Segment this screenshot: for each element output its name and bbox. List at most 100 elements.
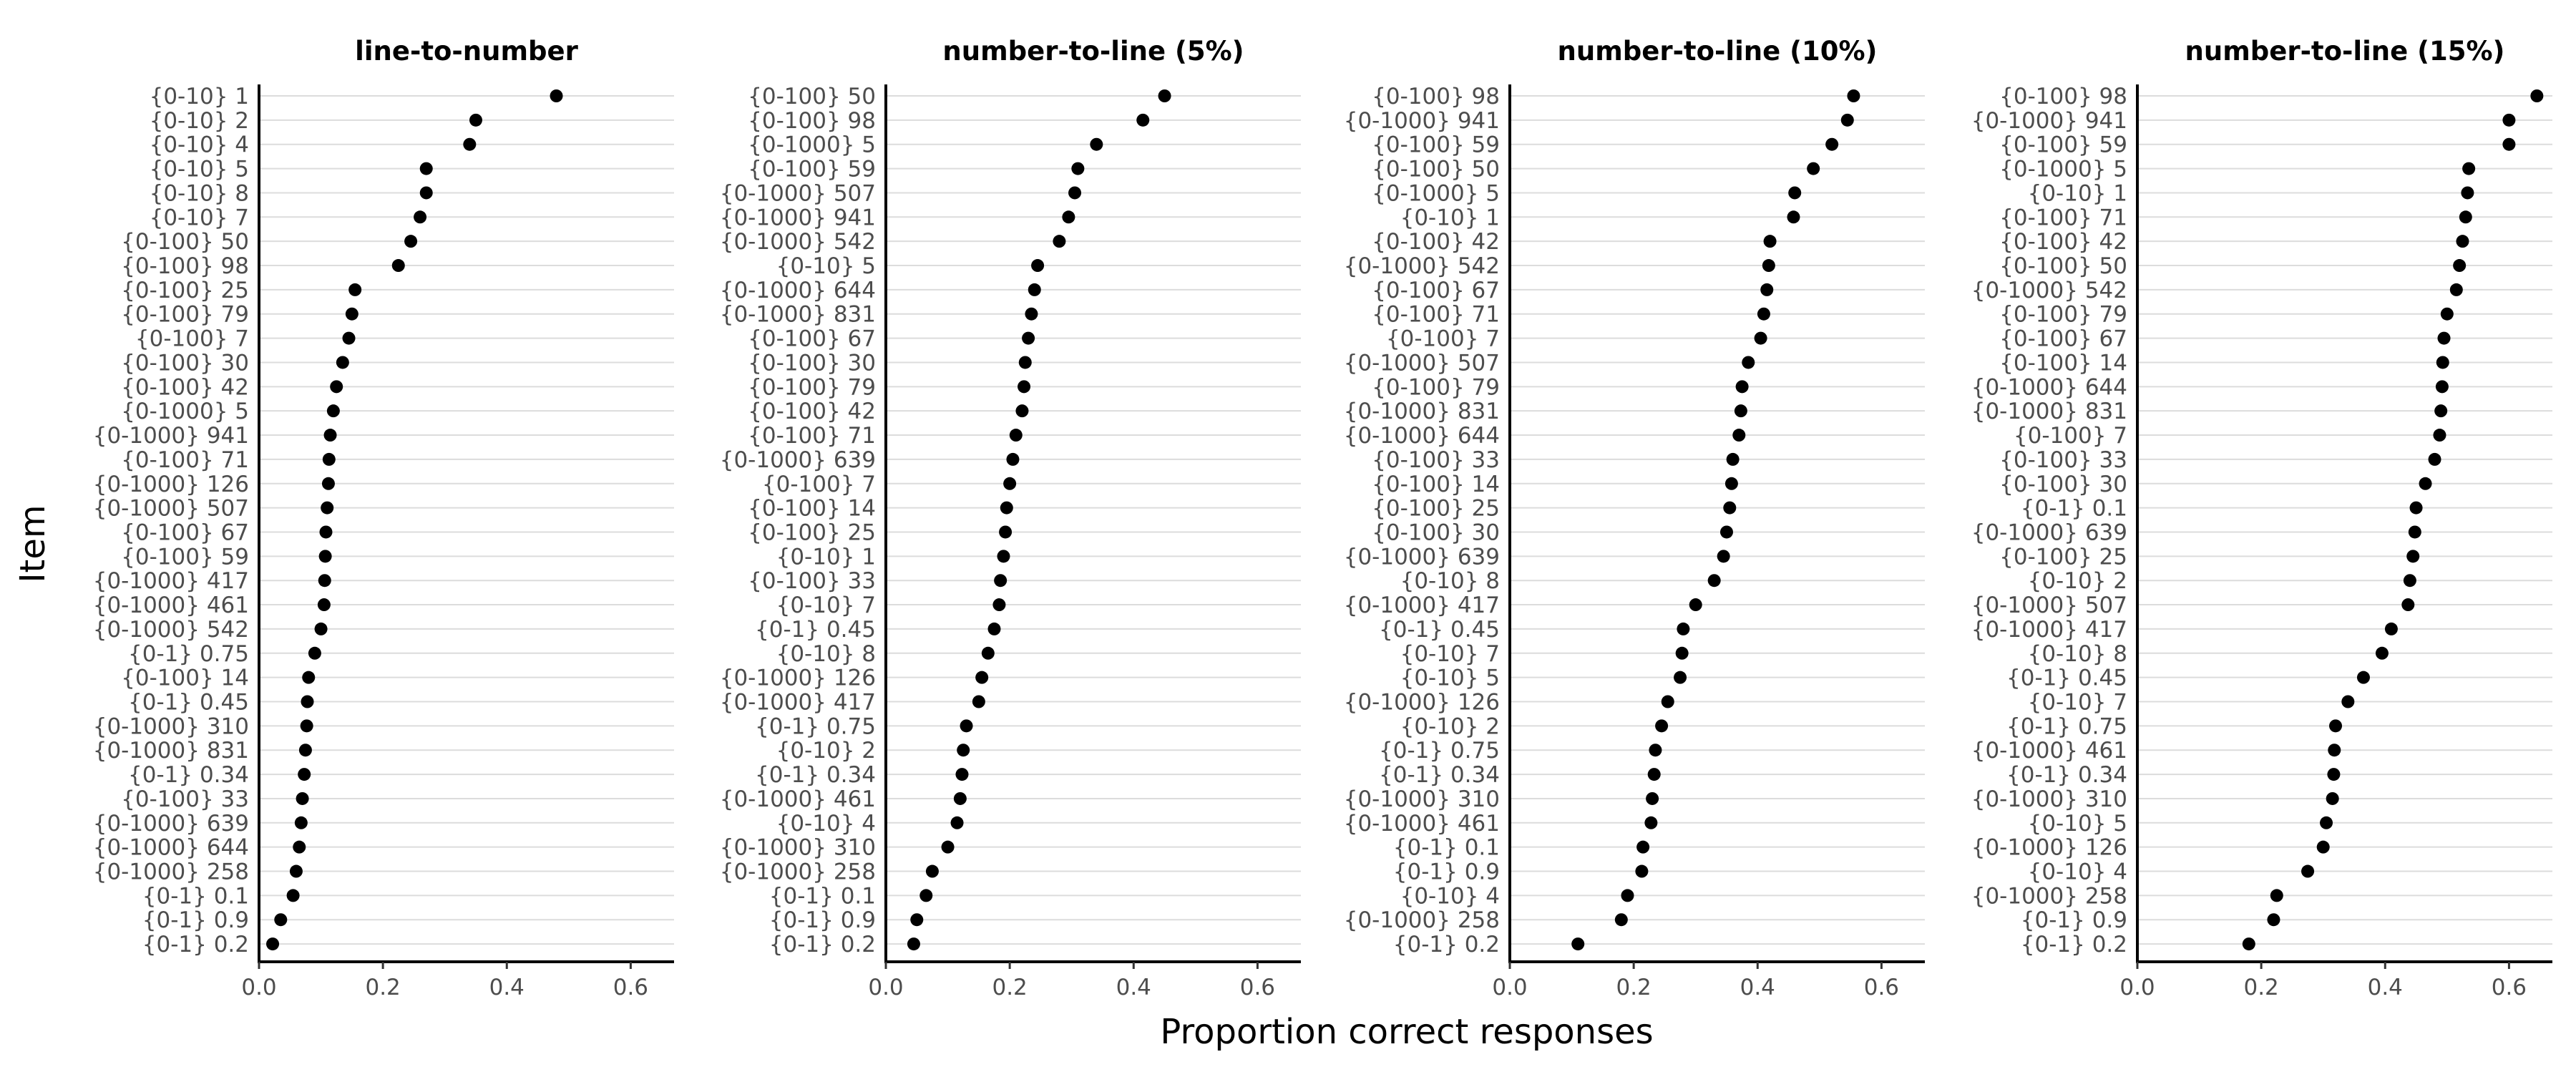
item-label: {0-1000} 461: [93, 593, 249, 618]
item-label: {0-10} 2: [150, 108, 249, 134]
panel-title: line-to-number: [355, 36, 578, 67]
item-label: {0-1000} 417: [1344, 593, 1500, 618]
x-tick-label: 0.2: [2243, 975, 2278, 1000]
data-point: [1015, 404, 1029, 418]
data-point: [322, 452, 336, 466]
item-label: {0-1} 0.34: [755, 762, 876, 788]
item-label: {0-1000} 644: [1971, 374, 2127, 400]
item-label: {0-100} 30: [748, 350, 876, 376]
item-label: {0-100} 25: [1372, 496, 1500, 522]
data-point: [2436, 356, 2449, 369]
data-point: [1742, 356, 1755, 369]
data-point: [1028, 283, 1041, 296]
data-point: [469, 113, 482, 127]
item-label: {0-1} 0.75: [755, 713, 876, 739]
data-point: [321, 477, 335, 490]
data-point: [1053, 235, 1066, 248]
x-tick-label: 0.0: [241, 975, 276, 1000]
data-point: [957, 744, 970, 757]
data-point: [293, 840, 306, 854]
item-label: {0-100} 42: [1372, 229, 1500, 255]
item-label: {0-100} 67: [748, 326, 876, 352]
item-label: {0-1} 0.34: [1379, 762, 1500, 788]
item-label: {0-1} 0.34: [2006, 762, 2127, 788]
item-label: {0-1000} 5: [1999, 157, 2127, 182]
data-point: [296, 791, 309, 805]
item-label: {0-100} 30: [121, 350, 249, 376]
item-label: {0-100} 67: [1372, 278, 1500, 303]
item-label: {0-1} 0.45: [1379, 617, 1500, 643]
item-label: {0-10} 7: [1400, 641, 1500, 667]
item-label: {0-1} 0.45: [2006, 666, 2127, 691]
x-tick-label: 0.6: [1864, 975, 1899, 1000]
item-label: {0-1000} 644: [720, 278, 876, 303]
data-point: [1003, 477, 1017, 490]
data-point: [298, 768, 311, 781]
data-point: [1071, 162, 1085, 175]
data-point: [1062, 210, 1075, 224]
item-label: {0-10} 8: [150, 180, 249, 206]
data-point: [1763, 235, 1777, 248]
item-label: {0-1000} 417: [1971, 617, 2127, 643]
data-point: [2356, 671, 2370, 684]
data-point: [345, 307, 358, 321]
data-point: [1825, 137, 1839, 151]
data-point: [1732, 429, 1746, 442]
data-point: [2328, 744, 2341, 757]
data-point: [1735, 380, 1749, 394]
item-label: {0-1000} 639: [1971, 520, 2127, 545]
data-point: [2341, 695, 2355, 708]
item-label: {0-1} 0.1: [2021, 496, 2127, 522]
data-point: [2320, 816, 2333, 829]
data-point: [955, 768, 969, 781]
data-point: [1754, 331, 1767, 345]
data-point: [1677, 622, 1690, 635]
data-point: [1689, 598, 1702, 612]
item-label: {0-1000} 461: [720, 786, 876, 812]
data-point: [960, 719, 973, 733]
data-point: [981, 646, 995, 660]
item-label: {0-1000} 258: [1344, 907, 1500, 933]
panel-title: number-to-line (15%): [2185, 36, 2505, 67]
data-point: [1847, 89, 1860, 102]
panel: {0-100} 98{0-1000} 941{0-100} 59{0-100} …: [1344, 36, 1925, 1000]
item-label: {0-10} 1: [1400, 205, 1500, 230]
data-point: [2502, 113, 2516, 127]
x-tick-label: 0.4: [489, 975, 525, 1000]
item-label: {0-100} 71: [748, 423, 876, 449]
item-label: {0-1000} 417: [720, 690, 876, 716]
data-point: [1022, 331, 1035, 345]
data-point: [2403, 574, 2416, 588]
data-point: [286, 889, 300, 902]
data-point: [300, 719, 313, 733]
item-label: {0-100} 33: [1372, 447, 1500, 473]
item-label: {0-10} 4: [2028, 859, 2127, 885]
item-label: {0-1000} 644: [93, 835, 249, 861]
item-label: {0-1} 0.2: [142, 932, 249, 957]
data-point: [2316, 840, 2330, 854]
item-label: {0-1} 0.9: [2021, 907, 2127, 933]
data-point: [1734, 404, 1747, 418]
data-point: [342, 331, 356, 345]
data-point: [2401, 598, 2415, 612]
item-label: {0-100} 67: [1999, 326, 2127, 352]
item-label: {0-10} 2: [776, 738, 876, 764]
data-point: [2530, 89, 2544, 102]
data-point: [1621, 889, 1634, 902]
item-label: {0-100} 79: [1999, 302, 2127, 328]
item-label: {0-1000} 310: [1344, 786, 1500, 812]
item-label: {0-10} 2: [1400, 713, 1500, 739]
item-label: {0-10} 1: [2028, 180, 2127, 206]
item-label: {0-1000} 5: [1372, 180, 1500, 206]
item-label: {0-10} 8: [2028, 641, 2127, 667]
data-point: [1636, 840, 1650, 854]
item-label: {0-1000} 310: [720, 835, 876, 861]
x-tick-label: 0.4: [2368, 975, 2403, 1000]
item-label: {0-10} 4: [1400, 883, 1500, 909]
data-point: [2406, 550, 2420, 563]
data-point: [301, 695, 314, 708]
data-point: [1840, 113, 1854, 127]
item-label: {0-1000} 941: [1971, 108, 2127, 134]
data-point: [318, 550, 332, 563]
data-point: [2419, 477, 2432, 490]
